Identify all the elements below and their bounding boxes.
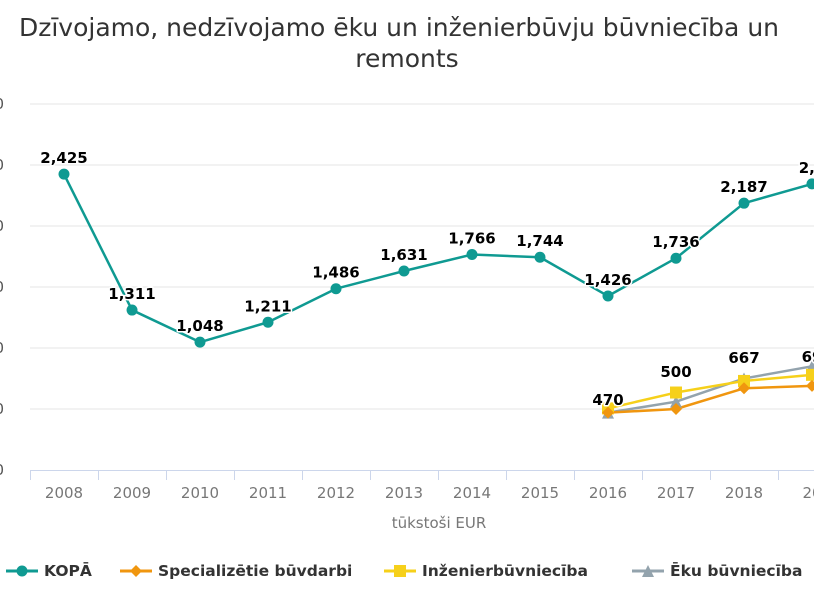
data-label-s3-2017: 500 xyxy=(660,363,691,381)
data-label-s0-2009: 1,311 xyxy=(108,285,155,303)
x-tick-label-2008: 2008 xyxy=(45,484,83,502)
y-tick-label-1000: 0 xyxy=(0,339,4,357)
data-labels: 2,425 1,311 1,048 1,211 1,486 1,631 1,766 1,744… xyxy=(39,148,814,411)
x-axis: 2008 2009 2010 2011 2012 2013 2014 2015 2016 2017… xyxy=(30,470,814,502)
legend-item-kopa[interactable]: KOPĀ xyxy=(6,560,92,582)
point-s0-2010 xyxy=(194,336,206,348)
point-s0-2009 xyxy=(126,304,138,316)
series-line-2 xyxy=(607,373,813,410)
point-s3-2017 xyxy=(670,395,682,408)
legend-label-specializetie-buvdarbi: Specializētie būvdarbi xyxy=(158,562,353,580)
point-s1-2019 xyxy=(806,379,814,392)
legend-kopa-circle-icon xyxy=(6,565,38,577)
point-s0-2018 xyxy=(738,197,750,209)
x-tick-label-2010: 2010 xyxy=(181,484,219,502)
point-s0-2015 xyxy=(534,251,546,263)
data-label-s0-2017: 1,736 xyxy=(652,233,699,251)
point-s2-2017 xyxy=(670,386,682,399)
data-label-s0-2010: 1,048 xyxy=(176,317,223,335)
point-s1-2017 xyxy=(670,403,682,415)
data-label-s0-2012: 1,486 xyxy=(312,264,359,282)
x-tick-label-2011: 2011 xyxy=(249,484,287,502)
chart-title-line-2: remonts xyxy=(355,44,459,73)
point-s1-2018 xyxy=(738,382,750,395)
x-tick-label-2019: 20 xyxy=(802,484,814,502)
x-axis-title: tūkstoši EUR xyxy=(392,514,487,532)
y-tick-label-2500: 0 xyxy=(0,156,4,174)
chart-title: Dzīvojamo, nedzīvojamo ēku un inženierbū… xyxy=(0,12,814,74)
point-s0-2014 xyxy=(466,249,478,261)
legend-label-inzenierbuvnieciba: Inženierbūvniecība xyxy=(422,562,588,580)
data-label-s0-2018: 2,187 xyxy=(720,178,767,196)
point-s0-2017 xyxy=(670,252,682,264)
legend-inzenierbuvnieciba-square-icon xyxy=(384,565,416,577)
legend-specializetie-diamond-icon xyxy=(120,565,152,577)
x-tick-label-2013: 2013 xyxy=(385,484,423,502)
series-line-3 xyxy=(607,365,813,414)
series-lines xyxy=(62,173,813,414)
legend-label-eku-buvnieciba: Ēku būvniecība xyxy=(670,562,803,580)
point-s2-2019 xyxy=(806,368,814,381)
point-s0-2013 xyxy=(398,265,410,277)
data-label-s3-2018: 667 xyxy=(728,349,759,367)
series-line-1 xyxy=(607,384,813,414)
data-label-s0-2014: 1,766 xyxy=(448,230,495,248)
legend-item-specializetie-buvdarbi[interactable]: Specializētie būvdarbi xyxy=(120,560,352,582)
y-tick-label-3000: 0 xyxy=(0,95,4,113)
data-label-s0-2019: 2,3 xyxy=(799,159,814,177)
x-tick-label-2018: 2018 xyxy=(725,484,763,502)
x-tick-label-2016: 2016 xyxy=(589,484,627,502)
legend-label-kopa: KOPĀ xyxy=(44,562,92,580)
legend-eku-buvnieciba-triangle-icon xyxy=(632,565,664,577)
x-tick-label-2015: 2015 xyxy=(521,484,559,502)
point-s0-2012 xyxy=(330,283,342,295)
y-axis-ticks: 0 0 0 0 0 0 0 xyxy=(0,95,4,479)
data-label-s0-2011: 1,211 xyxy=(244,297,291,315)
x-tick-label-2017: 2017 xyxy=(657,484,695,502)
series-line-0 xyxy=(62,173,813,344)
point-s0-2019 xyxy=(806,178,814,190)
grid-lines xyxy=(30,103,814,410)
point-s2-2018 xyxy=(738,374,750,387)
x-tick-label-2012: 2012 xyxy=(317,484,355,502)
x-tick-label-2014: 2014 xyxy=(453,484,491,502)
line-chart: 0 0 0 0 0 0 0 2008 2009 2010 2011 2012 2013 2014 2015… xyxy=(0,95,814,532)
data-label-s3-2019: 69 xyxy=(802,348,814,366)
chart-title-line-1: Dzīvojamo, nedzīvojamo ēku un inženierbū… xyxy=(18,13,780,42)
data-label-s0-2008: 2,425 xyxy=(40,149,87,167)
data-label-s0-2015: 1,744 xyxy=(516,232,563,250)
data-label-s0-2013: 1,631 xyxy=(380,246,427,264)
data-label-s3-2016: 470 xyxy=(592,391,623,409)
data-label-s0-2016: 1,426 xyxy=(584,271,631,289)
y-tick-label-500: 0 xyxy=(0,400,4,418)
legend-item-inzenierbuvnieciba[interactable]: Inženierbūvniecība xyxy=(384,560,588,582)
point-s0-2011 xyxy=(262,316,274,328)
y-tick-label-1500: 0 xyxy=(0,278,4,296)
legend-item-eku-buvnieciba[interactable]: Ēku būvniecība xyxy=(632,560,802,582)
x-tick-label-2009: 2009 xyxy=(113,484,151,502)
point-s0-2016 xyxy=(602,290,614,302)
y-tick-label-2000: 0 xyxy=(0,217,4,235)
point-s0-2008 xyxy=(58,168,70,180)
series-markers xyxy=(58,168,814,419)
point-s1-2016 xyxy=(602,406,614,419)
y-tick-label-0: 0 xyxy=(0,461,4,479)
